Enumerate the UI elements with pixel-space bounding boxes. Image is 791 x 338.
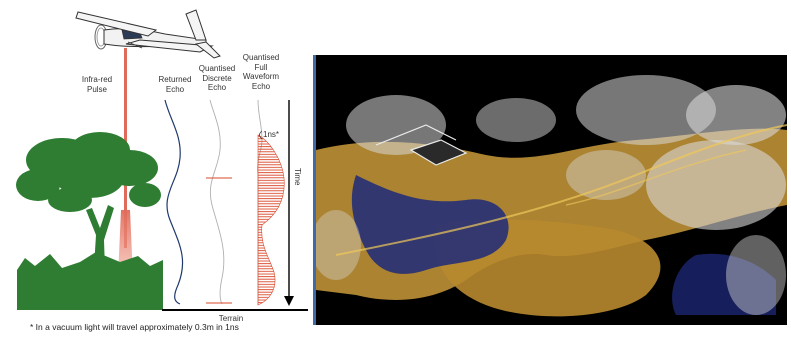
time-label: Time: [292, 168, 302, 186]
vegetation-points: [316, 75, 786, 315]
returned-echo-curve: [164, 99, 184, 305]
lidar-diagram: [16, 9, 308, 311]
water-channel: [351, 175, 509, 274]
tree-icon: [16, 132, 163, 310]
lidar-pointcloud-image: [313, 55, 787, 325]
waveform-echo-label: Quantised Full Waveform Echo: [242, 53, 280, 91]
terrain-label: Terrain: [218, 314, 244, 323]
discrete-echo-curve: [206, 99, 232, 305]
structure-points: [375, 124, 468, 166]
road-line: [335, 124, 787, 256]
infrared-pulse-label: Infra-red Pulse: [81, 75, 113, 94]
pointcloud-render: [316, 55, 787, 325]
discrete-echo-label: Quantised Discrete Echo: [198, 64, 236, 92]
airplane-icon: [75, 9, 221, 59]
time-arrow: [284, 100, 294, 306]
returned-echo-label: Returned Echo: [158, 75, 192, 94]
footnote: * In a vacuum light will travel approxim…: [30, 322, 239, 332]
one-ns-label: 1ns*: [263, 130, 280, 139]
waveform-echo: [257, 99, 285, 306]
